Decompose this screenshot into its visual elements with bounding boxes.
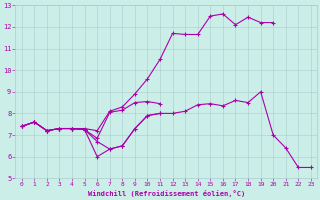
X-axis label: Windchill (Refroidissement éolien,°C): Windchill (Refroidissement éolien,°C) [88,190,245,197]
